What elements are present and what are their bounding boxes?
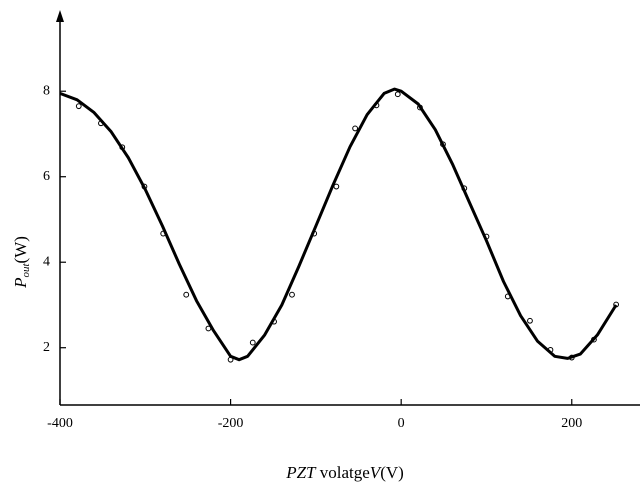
y-tick-label: 6	[43, 169, 50, 184]
data-point	[527, 317, 533, 324]
x-tick-label: 0	[398, 416, 405, 431]
x-label-part: PZT	[285, 463, 317, 482]
data-point	[249, 339, 256, 346]
data-point	[75, 103, 82, 110]
x-label-part: volatge	[316, 463, 370, 482]
y-tick-label: 2	[43, 340, 50, 355]
x-label-part: V	[370, 463, 383, 482]
data-point	[394, 91, 401, 98]
y-axis-title: Pout(W)	[11, 236, 32, 289]
x-tick-label: -200	[218, 416, 244, 431]
x-tick-label: 200	[561, 416, 582, 431]
x-label-part: (V)	[380, 463, 404, 482]
data-point	[352, 125, 359, 132]
x-tick-label: -400	[47, 416, 73, 431]
data-point	[183, 291, 190, 298]
fit-curve	[59, 87, 618, 362]
y-axis-arrow	[56, 10, 64, 22]
data-point	[289, 291, 295, 298]
x-axis-title: PZT volatgeV(V)	[285, 463, 404, 482]
y-label-sub: out	[20, 263, 32, 278]
y-tick-label: 4	[43, 254, 50, 269]
y-tick-label: 8	[43, 83, 50, 98]
y-label-unit: (W)	[11, 236, 30, 263]
y-label-main: P	[11, 278, 30, 289]
